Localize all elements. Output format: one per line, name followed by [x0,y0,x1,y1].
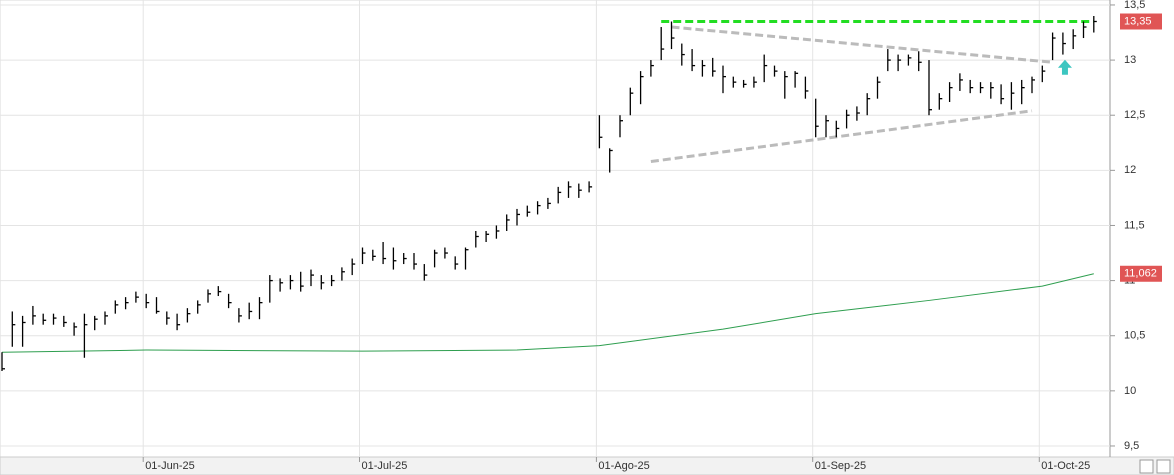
line [1,273,1094,353]
plot-area [0,0,1111,458]
x-tick-label: 01-Jul-25 [362,460,408,472]
y-tick-label: 12 [1124,164,1136,176]
line [650,109,1033,164]
scroll-button[interactable] [1156,459,1171,474]
signal-arrow [1057,59,1072,75]
y-tick-label: 12,5 [1124,109,1145,121]
price-tag-label: 11,062 [1124,268,1157,280]
y-tick-label: 10,5 [1124,330,1145,342]
price-tag [1120,13,1162,30]
price-tag [1120,265,1162,282]
x-tick-label: 01-Ago-25 [598,460,649,472]
scroll-button[interactable] [1139,459,1154,474]
x-tick-label: 01-Sep-25 [815,460,866,472]
line [671,25,1053,64]
y-tick-label: 9,5 [1124,440,1139,452]
price-tag-label: 13,35 [1124,15,1152,27]
x-tick-label: 01-Oct-25 [1041,460,1090,472]
x-tick-label: 01-Jun-25 [145,460,195,472]
y-tick-label: 10 [1124,385,1136,397]
y-tick-label: 13,5 [1124,0,1145,11]
x-axis-strip [0,456,1174,475]
y-tick-label: 11,5 [1124,219,1145,231]
y-tick-label: 13 [1124,54,1136,66]
